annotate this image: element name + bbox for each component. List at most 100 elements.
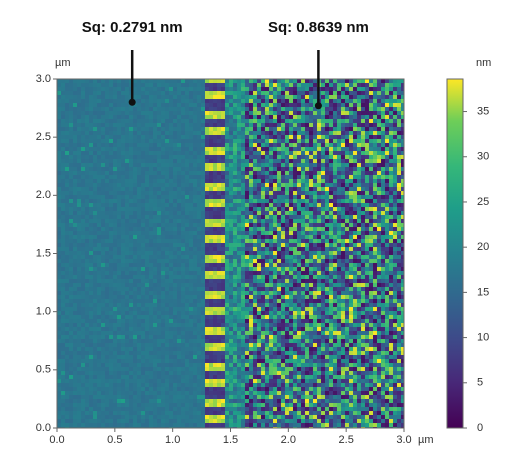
pixel [193, 259, 197, 263]
pixel [329, 99, 333, 103]
pixel [293, 279, 297, 283]
pixel [161, 103, 165, 107]
pixel [337, 167, 341, 171]
pixel [393, 183, 397, 187]
pixel [329, 279, 333, 283]
pixel [185, 291, 189, 295]
pixel [237, 115, 241, 119]
pixel [233, 239, 237, 243]
pixel [305, 187, 309, 191]
pixel [209, 143, 213, 147]
pixel [205, 191, 209, 195]
pixel [273, 175, 277, 179]
pixel [57, 291, 61, 295]
pixel [73, 235, 77, 239]
pixel [389, 247, 393, 251]
pixel [221, 263, 225, 267]
pixel [389, 103, 393, 107]
pixel [289, 79, 293, 83]
pixel [181, 227, 185, 231]
pixel [133, 259, 137, 263]
pixel [69, 203, 73, 207]
pixel [377, 167, 381, 171]
pixel [109, 279, 113, 283]
pixel [321, 111, 325, 115]
pixel [209, 211, 213, 215]
pixel [301, 143, 305, 147]
pixel [261, 163, 265, 167]
pixel [249, 127, 253, 131]
pixel [397, 283, 401, 287]
pixel [137, 171, 141, 175]
pixel [101, 215, 105, 219]
pixel [301, 183, 305, 187]
pixel [281, 203, 285, 207]
pixel [149, 195, 153, 199]
pixel [353, 211, 357, 215]
pixel [169, 163, 173, 167]
pixel [129, 139, 133, 143]
pixel [193, 219, 197, 223]
pixel [173, 235, 177, 239]
pixel [249, 163, 253, 167]
pixel [321, 295, 325, 299]
pixel [349, 131, 353, 135]
pixel [117, 91, 121, 95]
pixel [321, 147, 325, 151]
pixel [337, 135, 341, 139]
pixel [153, 179, 157, 183]
pixel [301, 103, 305, 107]
pixel [97, 151, 101, 155]
pixel [185, 271, 189, 275]
pixel [197, 243, 201, 247]
pixel [73, 111, 77, 115]
pixel [369, 255, 373, 259]
pixel [153, 131, 157, 135]
pixel [293, 295, 297, 299]
pixel [61, 127, 65, 131]
pixel [81, 235, 85, 239]
pixel [57, 143, 61, 147]
pixel [177, 307, 181, 311]
pixel [265, 179, 269, 183]
pixel [81, 195, 85, 199]
pixel [197, 271, 201, 275]
pixel [85, 163, 89, 167]
pixel [309, 215, 313, 219]
pixel [225, 183, 229, 187]
pixel [165, 203, 169, 207]
pixel [89, 95, 93, 99]
pixel [137, 135, 141, 139]
pixel [81, 159, 85, 163]
pixel [373, 87, 377, 91]
pixel [277, 127, 281, 131]
pixel [185, 179, 189, 183]
pixel [245, 95, 249, 99]
pixel [317, 127, 321, 131]
pixel [145, 159, 149, 163]
pixel [393, 167, 397, 171]
pixel [77, 307, 81, 311]
pixel [85, 235, 89, 239]
pixel [145, 267, 149, 271]
pixel [393, 83, 397, 87]
pixel [269, 83, 273, 87]
pixel [297, 303, 301, 307]
pixel [93, 155, 97, 159]
pixel [249, 83, 253, 87]
pixel [241, 255, 245, 259]
pixel [149, 179, 153, 183]
pixel [225, 291, 229, 295]
pixel [85, 187, 89, 191]
pixel [209, 287, 213, 291]
pixel [141, 79, 145, 83]
pixel [397, 171, 401, 175]
pixel [225, 211, 229, 215]
pixel [65, 183, 69, 187]
pixel [225, 159, 229, 163]
pixel [61, 279, 65, 283]
pixel [309, 299, 313, 303]
pixel [265, 271, 269, 275]
pixel [65, 235, 69, 239]
pixel [193, 203, 197, 207]
